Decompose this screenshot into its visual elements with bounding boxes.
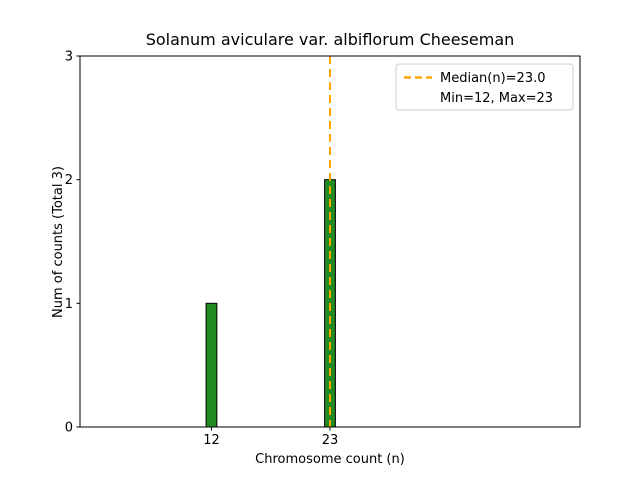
legend-box	[395, 63, 574, 111]
bar-12	[205, 302, 218, 428]
y-tick-label: 3	[65, 50, 73, 65]
y-tick-label: 1	[65, 297, 73, 312]
x-tick-label: 12	[203, 433, 220, 448]
legend: Median(n)=23.0 Min=12, Max=23	[395, 63, 574, 111]
y-axis-label: Num of counts (Total 3)	[51, 166, 66, 318]
legend-label: Median(n)=23.0	[440, 71, 546, 86]
legend-label: Min=12, Max=23	[440, 91, 553, 106]
x-tick-label: 23	[322, 433, 339, 448]
y-axis-ticks: 0 1 2 3	[65, 50, 80, 436]
x-axis-ticks: 12 23	[203, 427, 338, 448]
x-axis-label: Chromosome count (n)	[255, 452, 405, 467]
chart-title: Solanum aviculare var. albiflorum Cheese…	[146, 30, 515, 49]
y-tick-label: 0	[65, 421, 73, 436]
y-tick-label: 2	[65, 173, 73, 188]
